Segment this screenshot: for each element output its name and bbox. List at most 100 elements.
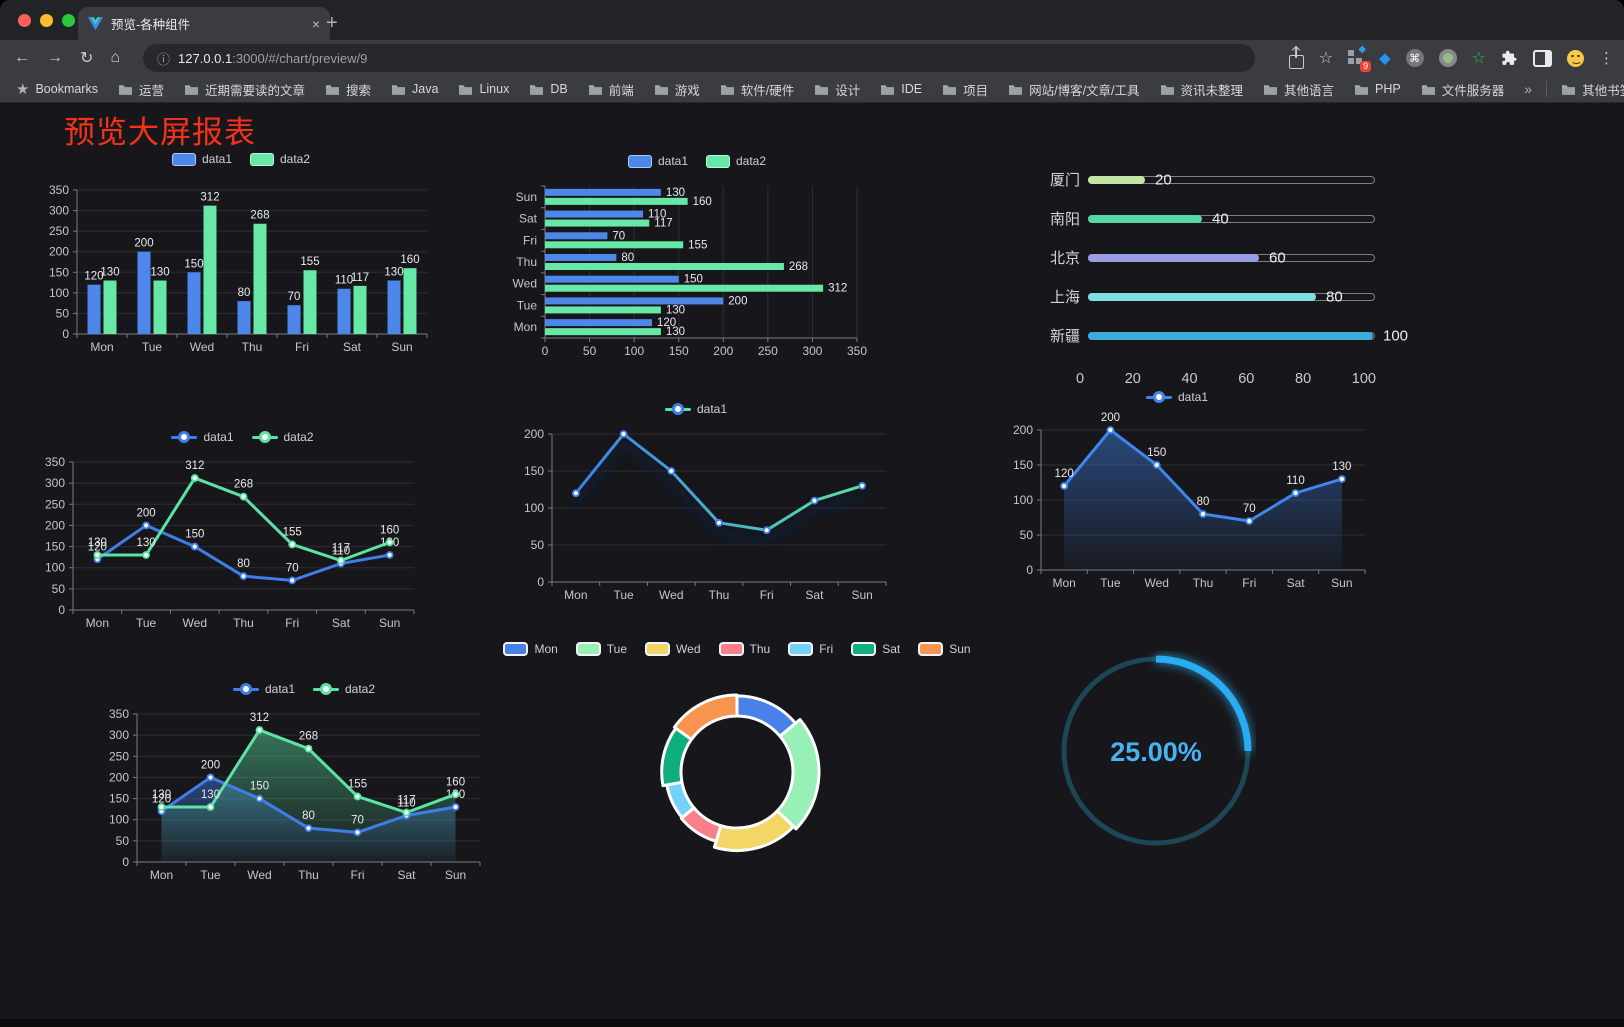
split-screen-icon[interactable] [1533, 49, 1552, 67]
svg-text:150: 150 [250, 781, 269, 793]
bookmark-folder[interactable]: 游戏 [654, 80, 700, 99]
recorder-extension-icon[interactable] [1438, 49, 1457, 67]
chart-canvas[interactable] [1056, 651, 1256, 851]
bookmark-folder[interactable]: 资讯未整理 [1160, 80, 1243, 99]
rose-pie-chart[interactable]: Mon Tue Wed Thu Fri Sat Sun [503, 640, 971, 872]
chart-canvas[interactable]: 0 50 100 150 200 250 300 350 Mon Tue Wed Thu Fri Sat S… [45, 448, 440, 638]
city-progress-chart[interactable]: 厦门 20 南阳 40 北京 60 上海 80 新疆 100 0 20 40 60 80 100 [1040, 160, 1460, 387]
legend-item[interactable]: data1 [1145, 390, 1208, 404]
grouped-bar-chart[interactable]: data1 data2 0 50 100 150 200 250 300 350 Mon Tue Wed… [45, 150, 437, 365]
bookmark-folder[interactable]: 设计 [814, 80, 860, 99]
horizontal-bar-chart[interactable]: data1 data2 0 50 100 150 200 250 300 350 Sun 130 160… [503, 152, 891, 367]
svg-text:Tue: Tue [613, 588, 634, 602]
legend-item[interactable]: Tue [575, 642, 627, 656]
svg-text:110: 110 [335, 275, 353, 287]
other-bookmarks-folder[interactable]: 其他书签 [1561, 80, 1624, 99]
legend-item[interactable]: Sun [918, 642, 971, 656]
gradient-line-chart[interactable]: data1 0 50 100 150 200 Mon Tue Wed Thu Fri Sat Sun [502, 400, 890, 617]
back-icon[interactable]: ← [14, 49, 30, 66]
legend-item[interactable]: Thu [718, 642, 770, 656]
chart-canvas[interactable]: 0 50 100 150 200 250 300 350 Mon Tue Wed Thu Fri Sat S… [45, 170, 437, 360]
bookmark-folder[interactable]: 其他语言 [1263, 80, 1334, 99]
gauge-chart[interactable]: 25.00% [1056, 651, 1256, 856]
svg-text:120: 120 [1055, 468, 1074, 480]
bookmark-star-icon[interactable]: ☆ [1318, 50, 1334, 67]
shortcut-extension-icon[interactable]: ⌘ [1405, 49, 1424, 67]
bookmark-folder[interactable]: PHP [1354, 82, 1401, 96]
chart-canvas[interactable]: 0 50 100 150 200 250 300 350 Mon Tue Wed Thu Fri Sat S… [108, 700, 500, 890]
bookmarks-overflow-chevron[interactable]: » [1524, 81, 1533, 97]
bookmark-folder[interactable]: 软件/硬件 [720, 80, 794, 99]
bookmark-label: 近期需要读的文章 [205, 83, 306, 98]
legend-item[interactable]: data2 [706, 154, 766, 168]
legend-item[interactable]: data1 [232, 682, 295, 696]
forward-icon[interactable]: → [47, 49, 63, 66]
bookmark-folder[interactable]: 网站/博客/文章/工具 [1008, 80, 1140, 99]
emoji-extension-icon[interactable] [1567, 49, 1584, 67]
chart-canvas[interactable]: 0 50 100 150 200 Mon Tue Wed Thu Fri Sat Sun [502, 420, 890, 612]
green-star-extension-icon[interactable]: ☆ [1471, 50, 1486, 67]
legend-item[interactable]: data1 [664, 402, 727, 416]
legend-item[interactable]: Fri [788, 642, 833, 656]
progress-fill [1088, 292, 1316, 301]
legend-item[interactable]: data2 [313, 682, 375, 696]
chart-canvas[interactable] [637, 672, 837, 872]
area-line-chart[interactable]: data1 0 50 100 150 200 Mon Tue Wed Thu Fri Sat Sun 12… [983, 388, 1371, 605]
pie-slice-sun[interactable] [672, 693, 739, 741]
bookmark-folder[interactable]: 项目 [942, 80, 988, 99]
pie-slice-wed[interactable] [712, 809, 796, 853]
vue-devtools-extension-icon[interactable]: ◆ [1379, 50, 1391, 67]
svg-text:268: 268 [234, 479, 253, 491]
legend-item[interactable]: data2 [251, 430, 314, 444]
pie-slice-fri[interactable] [665, 780, 696, 820]
two-series-line-chart[interactable]: data1 data2 0 50 100 150 200 250 300 350 Mon Tue Wed… [45, 428, 440, 643]
browser-tab[interactable]: 预览-各种组件 × [78, 7, 330, 40]
bookmark-folder[interactable]: 近期需要读的文章 [184, 80, 305, 99]
bookmark-folder[interactable]: Linux [458, 82, 509, 96]
bookmark-folder[interactable]: 搜索 [325, 80, 371, 99]
bookmark-folder[interactable]: Java [391, 82, 438, 96]
menu-kebab-icon[interactable]: ⋮ [1599, 50, 1614, 67]
address-bar[interactable]: ⓘ 127.0.0.1:3000/#/chart/preview/9 [143, 44, 1255, 72]
bookmark-folder[interactable]: DB [529, 82, 568, 96]
bookmark-folder[interactable]: 文件服务器 [1421, 80, 1504, 99]
legend-item[interactable]: data2 [250, 152, 310, 166]
bookmark-folder[interactable]: 运营 [118, 80, 164, 99]
share-icon[interactable] [1288, 54, 1304, 69]
legend-item[interactable]: data1 [171, 430, 234, 444]
pie-slice-tue[interactable] [775, 718, 821, 831]
svg-text:Sat: Sat [397, 868, 416, 882]
tab-close-icon[interactable]: × [311, 15, 320, 32]
window-minimize-button[interactable] [40, 14, 53, 27]
svg-text:70: 70 [288, 291, 301, 303]
bookmarks-root[interactable]: ★ Bookmarks [16, 80, 98, 98]
legend-item[interactable]: Wed [645, 642, 701, 656]
new-tab-button[interactable]: + [326, 12, 338, 34]
line-area-chart[interactable]: data1 data2 0 50 100 150 200 250 300 350 Mon Tue Wed… [108, 680, 500, 895]
legend-item[interactable]: data1 [627, 154, 688, 168]
legend-item[interactable]: data1 [171, 152, 232, 166]
window-close-button[interactable] [18, 14, 31, 27]
legend-item[interactable]: Sat [851, 642, 900, 656]
reload-icon[interactable]: ↻ [80, 50, 94, 67]
svg-text:155: 155 [283, 526, 302, 538]
svg-text:200: 200 [45, 518, 65, 532]
tab-manager-extension-icon[interactable]: 9 [1348, 44, 1372, 72]
site-info-icon[interactable]: ⓘ [157, 51, 171, 67]
svg-text:312: 312 [185, 460, 204, 472]
legend-item[interactable]: Mon [503, 642, 558, 656]
home-icon[interactable]: ⌂ [110, 49, 121, 66]
progress-row: 新疆 100 [1040, 316, 1460, 355]
bookmark-folder[interactable]: IDE [880, 82, 922, 96]
svg-text:155: 155 [300, 256, 319, 268]
bookmark-folder[interactable]: 前端 [588, 80, 634, 99]
axis-tick: 60 [1238, 371, 1255, 387]
svg-text:50: 50 [531, 538, 545, 552]
svg-text:Thu: Thu [233, 616, 254, 630]
extensions-puzzle-icon[interactable] [1501, 50, 1518, 67]
window-zoom-button[interactable] [62, 14, 75, 27]
svg-text:Thu: Thu [709, 588, 730, 602]
chart-canvas[interactable]: 0 50 100 150 200 Mon Tue Wed Thu Fri Sat Sun 120 200 1… [983, 408, 1371, 600]
svg-text:117: 117 [332, 543, 350, 555]
